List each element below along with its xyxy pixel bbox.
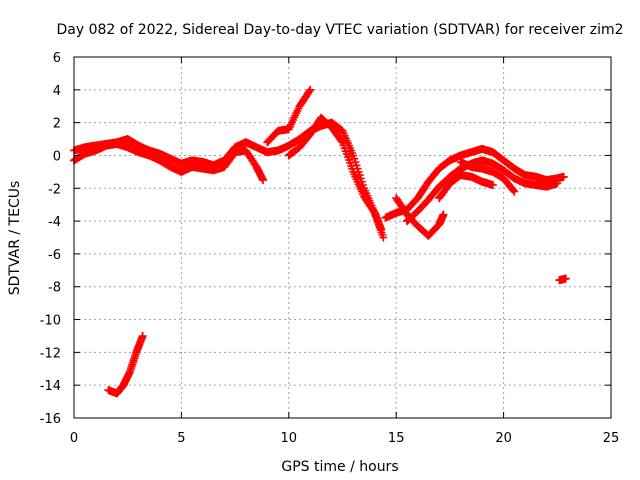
grid-lines bbox=[74, 57, 611, 418]
x-tick-label: 20 bbox=[495, 431, 512, 446]
x-tick-label: 15 bbox=[388, 431, 405, 446]
y-tick-label: -10 bbox=[40, 314, 61, 329]
y-tick-label: 4 bbox=[53, 84, 61, 99]
data-point-track bbox=[555, 274, 570, 285]
y-tick-label: -16 bbox=[40, 412, 61, 427]
y-tick-label: 0 bbox=[53, 149, 61, 164]
data-point-track bbox=[104, 332, 147, 398]
x-tick-label: 5 bbox=[177, 431, 185, 446]
x-tick-label: 10 bbox=[281, 431, 298, 446]
data-point-track bbox=[284, 113, 386, 234]
y-tick-label: -12 bbox=[40, 346, 61, 361]
data-point-track bbox=[402, 156, 562, 226]
x-axis-title: GPS time / hours bbox=[281, 459, 398, 475]
y-tick-label: 6 bbox=[53, 51, 61, 66]
y-tick-label: -6 bbox=[48, 248, 61, 263]
data-point-track bbox=[392, 194, 448, 240]
y-tick-label: -8 bbox=[48, 281, 61, 296]
data-series bbox=[70, 85, 570, 398]
data-point-track bbox=[263, 85, 315, 147]
data-point-track bbox=[435, 171, 497, 203]
x-tick-label: 0 bbox=[70, 431, 78, 446]
data-point-track bbox=[456, 158, 519, 196]
y-tick-label: -2 bbox=[48, 182, 61, 197]
y-tick-label: 2 bbox=[53, 117, 61, 132]
plot-frame bbox=[73, 56, 612, 419]
data-point-track bbox=[381, 144, 568, 222]
chart-title: Day 082 of 2022, Sidereal Day-to-day VTE… bbox=[57, 22, 624, 38]
y-tick-label: -4 bbox=[48, 215, 61, 230]
y-axis-title: SDTVAR / TECUs bbox=[7, 181, 23, 296]
x-tick-label: 25 bbox=[603, 431, 620, 446]
axes: 0 5 10 15 20 25 -16 -14 -12 -10 -8 -6 -4 -2 0 2 4 6 bbox=[40, 51, 620, 446]
y-tick-label: -14 bbox=[40, 379, 61, 394]
